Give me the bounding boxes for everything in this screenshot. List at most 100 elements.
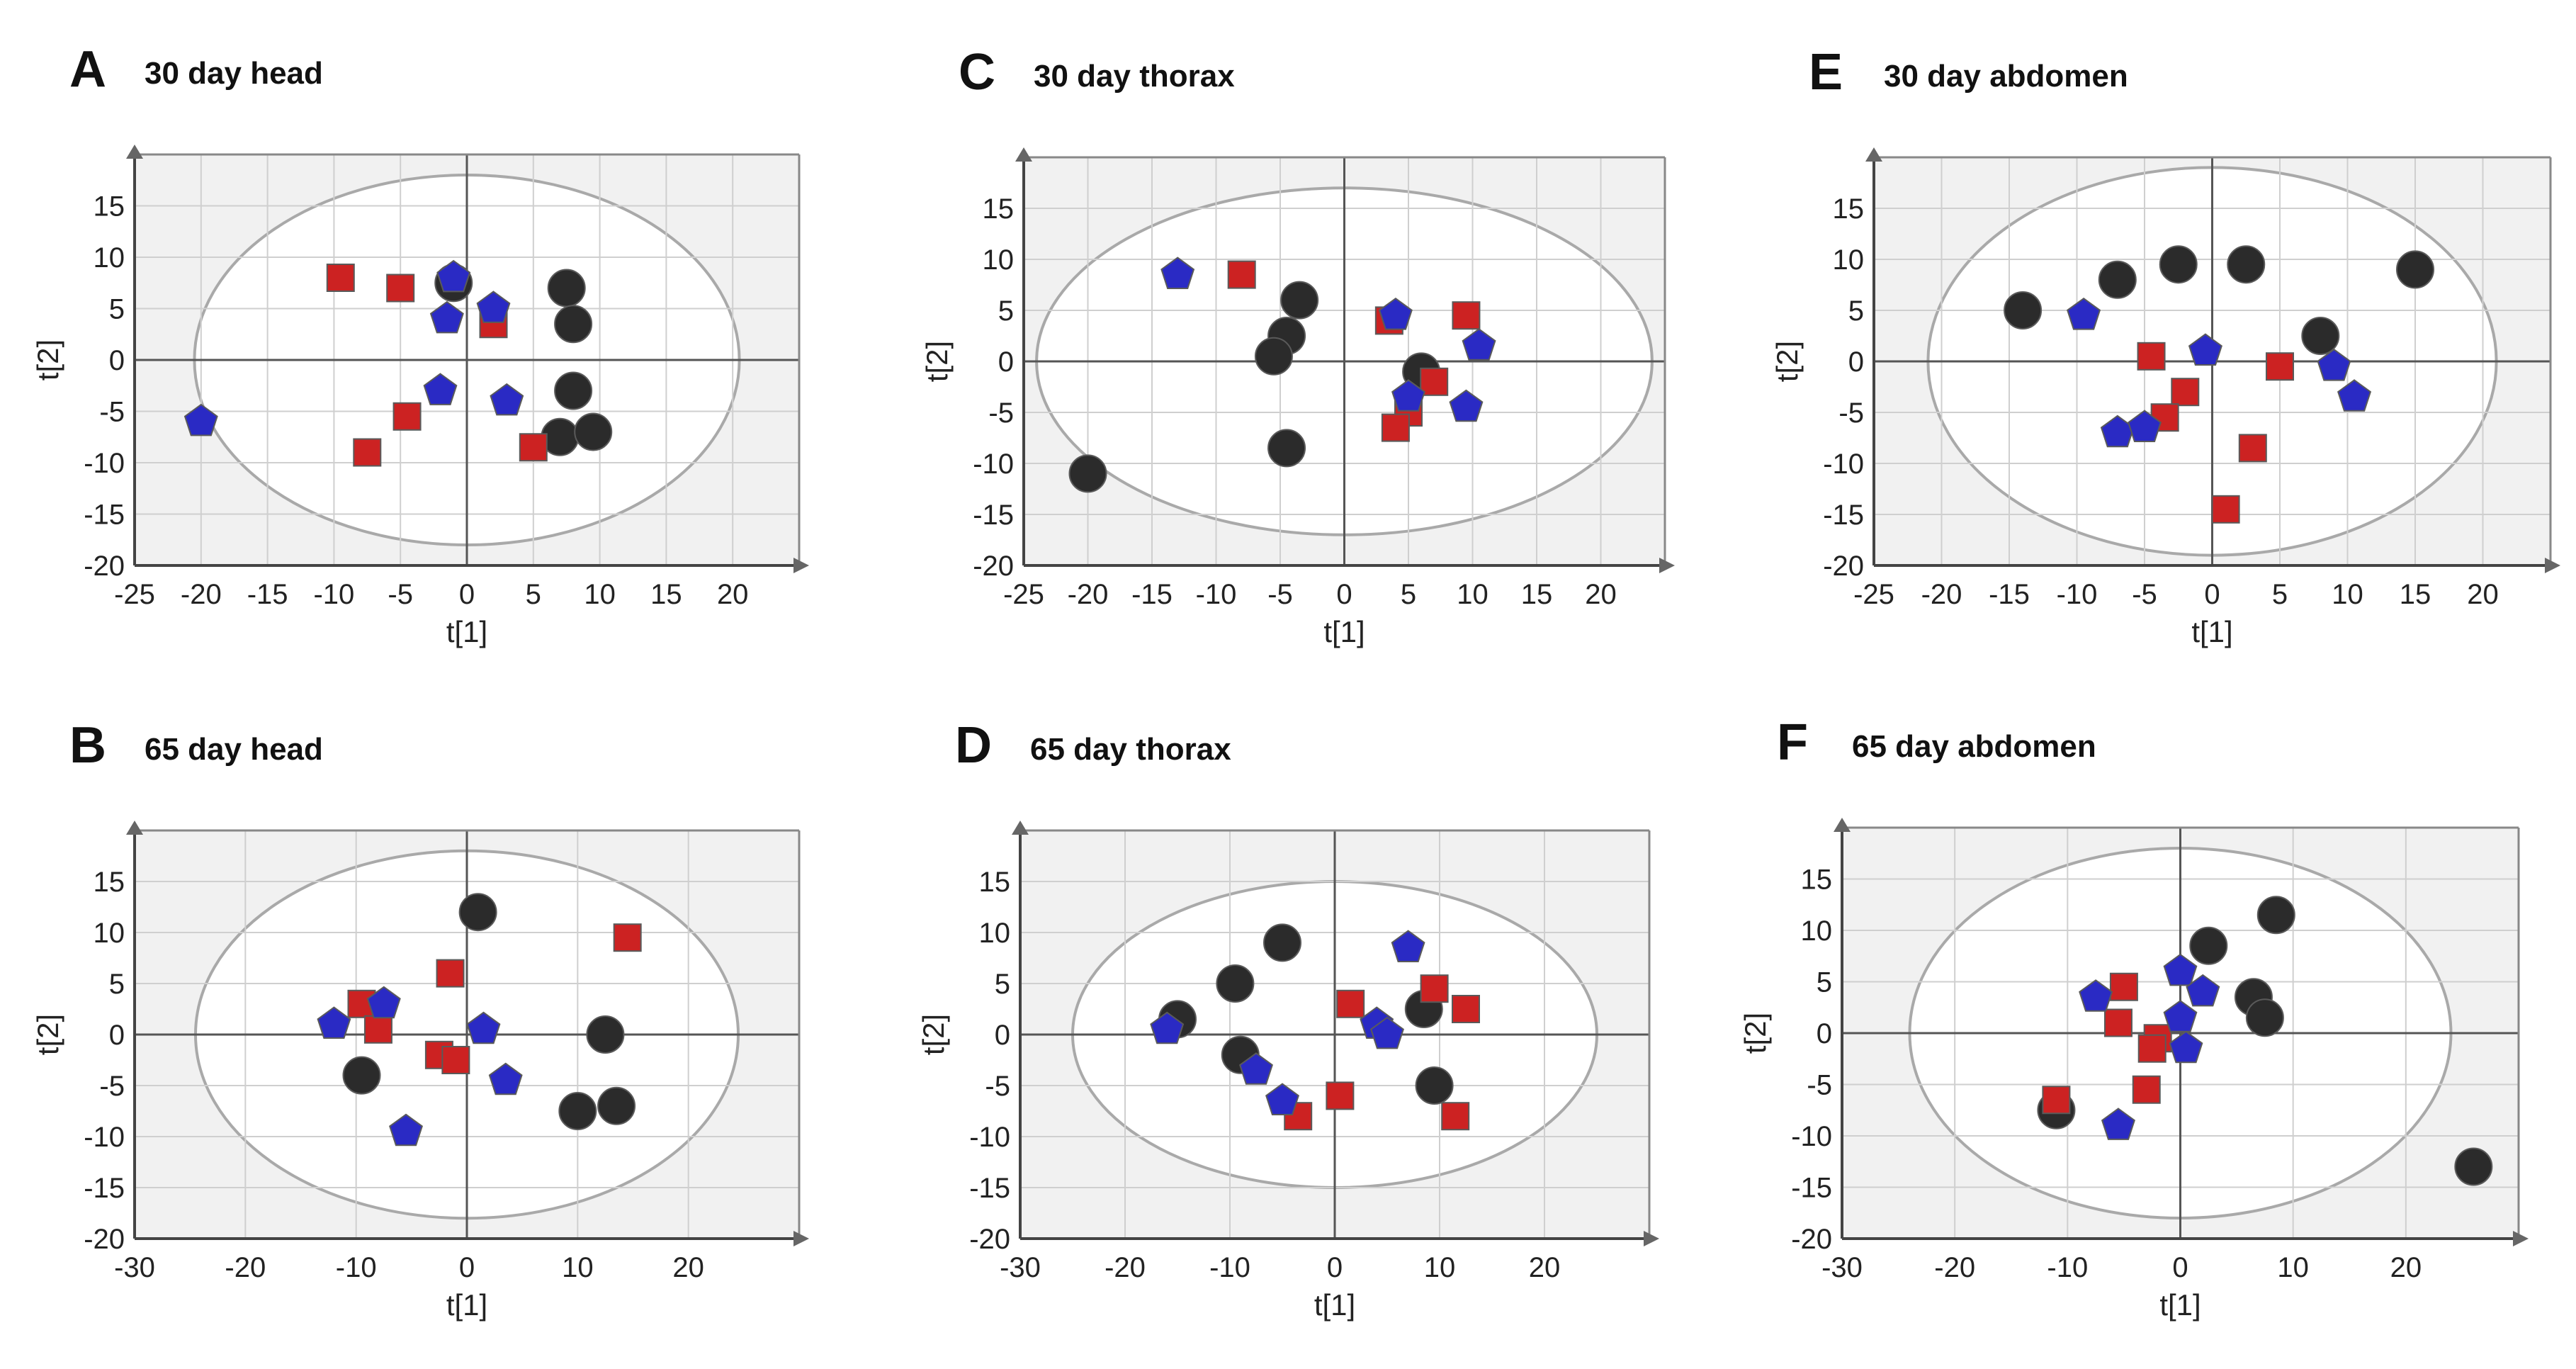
x-axis-arrow-icon (1644, 1231, 1659, 1246)
x-tick-label: 15 (2400, 579, 2431, 610)
data-point-square (392, 402, 422, 431)
data-point-pentagon (1391, 930, 1425, 962)
panel-title: 65 day head (145, 732, 323, 767)
x-tick-label: -10 (2047, 1252, 2088, 1283)
data-point-pentagon (476, 291, 511, 323)
y-tick-label: -15 (1791, 1173, 1832, 1204)
x-tick-label: -25 (1853, 579, 1894, 610)
x-tick-label: -15 (1131, 579, 1173, 610)
x-tick-label: 20 (2390, 1252, 2422, 1283)
data-point-circle (458, 893, 497, 932)
data-point-pentagon (2067, 297, 2101, 330)
x-tick-label: 10 (2332, 579, 2363, 610)
y-tick-label: 10 (94, 918, 125, 949)
data-point-circle (2189, 926, 2228, 965)
panel-f: -30 -20 -10 0 10 20-20-15-10-5051015t[1]t[2]F… (1739, 714, 2529, 1322)
x-tick-label: -20 (1921, 579, 1962, 610)
data-point-pentagon (1160, 257, 1195, 289)
data-point-square (2132, 1075, 2161, 1104)
y-tick-label: 15 (983, 193, 1015, 225)
x-tick-label: -5 (388, 579, 413, 610)
data-point-pentagon (389, 1113, 423, 1147)
x-tick-label: 0 (1336, 579, 1352, 610)
x-axis-label: t[1] (2191, 615, 2232, 648)
data-point-square (2137, 1034, 2167, 1063)
data-point-square (326, 264, 355, 292)
data-point-circle (1263, 923, 1301, 962)
data-point-pentagon (1462, 328, 1496, 361)
x-tick-label: 10 (1457, 579, 1488, 610)
y-tick-label: -10 (973, 449, 1014, 480)
x-tick-label: 10 (584, 579, 616, 610)
data-point-pentagon (1449, 389, 1484, 422)
data-point-square (436, 959, 465, 988)
y-tick-label: -5 (985, 1071, 1010, 1102)
y-tick-label: 10 (94, 242, 125, 274)
data-point-square (519, 433, 548, 462)
y-tick-label: -20 (1823, 551, 1864, 582)
y-tick-label: 0 (995, 1020, 1010, 1051)
y-tick-label: -15 (84, 500, 125, 531)
data-point-square (2238, 434, 2267, 463)
data-point-pentagon (2188, 333, 2222, 366)
panel-e: -25 -20 -15 -10 -5 0 5 10 15 20-20-15-10-5051015t… (1770, 44, 2560, 648)
data-point-pentagon (1239, 1052, 1273, 1085)
data-point-square (1420, 367, 1449, 396)
panel-letter: C (959, 44, 995, 101)
x-tick-label: -25 (114, 579, 155, 610)
x-axis-label: t[1] (446, 1288, 487, 1322)
data-point-square (1452, 301, 1481, 330)
x-tick-label: -15 (1989, 579, 2030, 610)
x-axis-arrow-icon (793, 1231, 809, 1246)
data-point-pentagon (423, 373, 458, 405)
y-tick-label: 0 (1817, 1018, 1832, 1049)
y-axis-label: t[2] (1770, 341, 1804, 382)
panel-title: 30 day abdomen (1884, 59, 2128, 94)
x-tick-label: 0 (459, 1252, 475, 1283)
panel-letter: A (69, 41, 106, 98)
data-point-pentagon (2317, 348, 2351, 381)
data-point-pentagon (2128, 410, 2162, 442)
y-tick-label: 0 (109, 1020, 125, 1051)
data-point-square (441, 1046, 470, 1074)
x-tick-label: 0 (2172, 1252, 2188, 1283)
panel-letter: D (955, 717, 992, 774)
data-point-circle (2159, 245, 2198, 284)
x-tick-label: -20 (225, 1252, 266, 1283)
y-axis-arrow-icon (126, 821, 143, 835)
y-tick-label: -20 (84, 551, 125, 582)
x-tick-label: -25 (1003, 579, 1044, 610)
panel-b: -30 -20 -10 0 10 20-20-15-10-5051015t[1]t[2]B… (31, 717, 809, 1322)
y-tick-label: 5 (995, 969, 1010, 1000)
y-tick-label: 10 (1833, 244, 1865, 276)
data-point-square (386, 274, 415, 303)
data-point-square (1326, 1081, 1355, 1110)
y-axis-arrow-icon (1015, 147, 1032, 162)
x-tick-label: 15 (1521, 579, 1553, 610)
x-tick-label: -10 (313, 579, 354, 610)
data-point-pentagon (2186, 974, 2220, 1007)
y-tick-label: -15 (84, 1173, 125, 1204)
data-point-square (1227, 260, 1256, 289)
data-point-circle (2227, 245, 2266, 284)
y-tick-label: 5 (1848, 295, 1864, 327)
data-point-circle (2396, 250, 2434, 289)
data-point-circle (574, 412, 613, 451)
x-tick-label: -30 (114, 1252, 155, 1283)
data-point-circle (554, 371, 593, 410)
x-tick-label: 5 (526, 579, 541, 610)
panel-letter: F (1777, 714, 1808, 771)
panel-letter: E (1809, 44, 1843, 101)
y-tick-label: 15 (1801, 864, 1833, 896)
data-point-square (363, 1015, 392, 1044)
y-tick-label: 5 (109, 969, 125, 1000)
y-tick-label: 15 (94, 867, 125, 898)
x-tick-label: 5 (1401, 579, 1416, 610)
x-axis-label: t[1] (2159, 1288, 2201, 1322)
panel-title: 30 day head (145, 56, 323, 91)
data-point-square (2042, 1086, 2071, 1115)
y-tick-label: -5 (99, 397, 125, 428)
data-point-pentagon (2163, 1000, 2198, 1032)
x-tick-label: 20 (672, 1252, 704, 1283)
